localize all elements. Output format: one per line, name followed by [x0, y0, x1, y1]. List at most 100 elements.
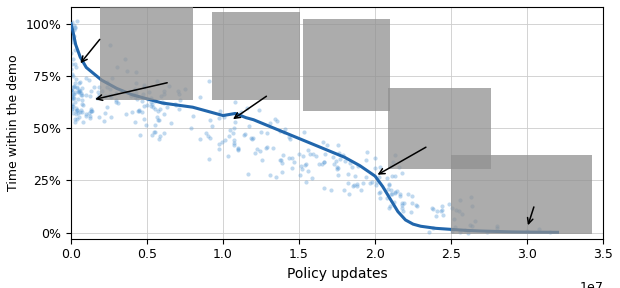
Point — [328, 155, 338, 159]
Point — [68, 104, 78, 109]
Point — [152, 115, 162, 120]
Point — [219, 114, 229, 119]
Point — [131, 81, 141, 85]
Point — [280, 126, 290, 131]
Point — [458, 212, 467, 217]
Point — [217, 140, 227, 144]
Point — [204, 78, 214, 83]
Point — [138, 92, 148, 97]
Point — [343, 172, 353, 176]
Point — [74, 88, 84, 93]
Point — [277, 169, 287, 174]
Point — [239, 133, 249, 137]
Point — [74, 115, 84, 119]
Point — [72, 86, 82, 90]
Point — [319, 160, 329, 164]
Point — [148, 105, 158, 109]
Point — [451, 207, 461, 212]
Point — [143, 96, 153, 101]
Point — [77, 101, 87, 106]
Point — [347, 164, 356, 169]
Point — [470, 219, 480, 223]
Point — [162, 105, 172, 109]
Point — [112, 65, 122, 69]
Point — [71, 112, 81, 117]
Point — [126, 93, 136, 98]
Point — [70, 62, 80, 67]
Point — [391, 174, 401, 179]
Point — [72, 85, 82, 89]
Point — [86, 109, 96, 113]
Bar — [303, 18, 391, 111]
Point — [438, 213, 448, 217]
Point — [340, 159, 350, 164]
Point — [77, 98, 87, 102]
Point — [195, 137, 205, 142]
Point — [224, 134, 234, 138]
Point — [262, 145, 272, 149]
Point — [350, 174, 360, 179]
Point — [294, 151, 304, 156]
Point — [352, 182, 362, 187]
Point — [233, 147, 243, 152]
Point — [352, 184, 361, 189]
Point — [68, 91, 78, 96]
Point — [140, 117, 149, 121]
Point — [76, 91, 86, 96]
Point — [229, 138, 239, 143]
Point — [67, 93, 77, 97]
Point — [387, 192, 397, 196]
Point — [215, 115, 224, 120]
Point — [73, 96, 83, 101]
Point — [374, 190, 384, 195]
Point — [141, 122, 151, 127]
Point — [81, 75, 91, 80]
Point — [68, 39, 78, 44]
Point — [304, 152, 314, 156]
Point — [205, 118, 215, 122]
Point — [236, 110, 246, 114]
Point — [159, 131, 169, 136]
Point — [391, 153, 401, 157]
Point — [385, 204, 395, 209]
Point — [460, 228, 470, 233]
Point — [105, 93, 115, 97]
Bar — [451, 155, 593, 234]
Point — [68, 96, 78, 101]
Point — [81, 114, 91, 119]
Point — [254, 107, 264, 112]
Point — [467, 204, 477, 208]
Point — [69, 34, 79, 39]
Point — [215, 109, 225, 113]
Point — [278, 130, 288, 134]
Point — [94, 115, 104, 119]
Point — [390, 191, 400, 196]
Point — [139, 82, 149, 87]
Point — [69, 120, 79, 125]
Point — [156, 93, 166, 98]
Point — [174, 106, 184, 111]
Point — [120, 57, 130, 61]
Point — [69, 23, 79, 28]
Point — [338, 152, 348, 157]
Point — [386, 192, 396, 197]
Point — [130, 87, 140, 92]
Point — [386, 164, 396, 169]
Point — [152, 79, 162, 83]
Point — [159, 89, 169, 93]
Point — [374, 164, 384, 169]
Point — [492, 226, 502, 230]
Point — [343, 181, 353, 186]
Point — [180, 87, 190, 92]
Point — [131, 90, 141, 95]
Point — [150, 107, 160, 112]
Point — [345, 192, 355, 196]
Point — [317, 140, 327, 144]
Point — [334, 151, 344, 156]
Point — [78, 86, 87, 91]
Point — [250, 151, 260, 155]
Point — [146, 96, 156, 101]
Point — [69, 84, 79, 88]
Point — [333, 173, 343, 178]
X-axis label: Policy updates: Policy updates — [287, 267, 388, 281]
